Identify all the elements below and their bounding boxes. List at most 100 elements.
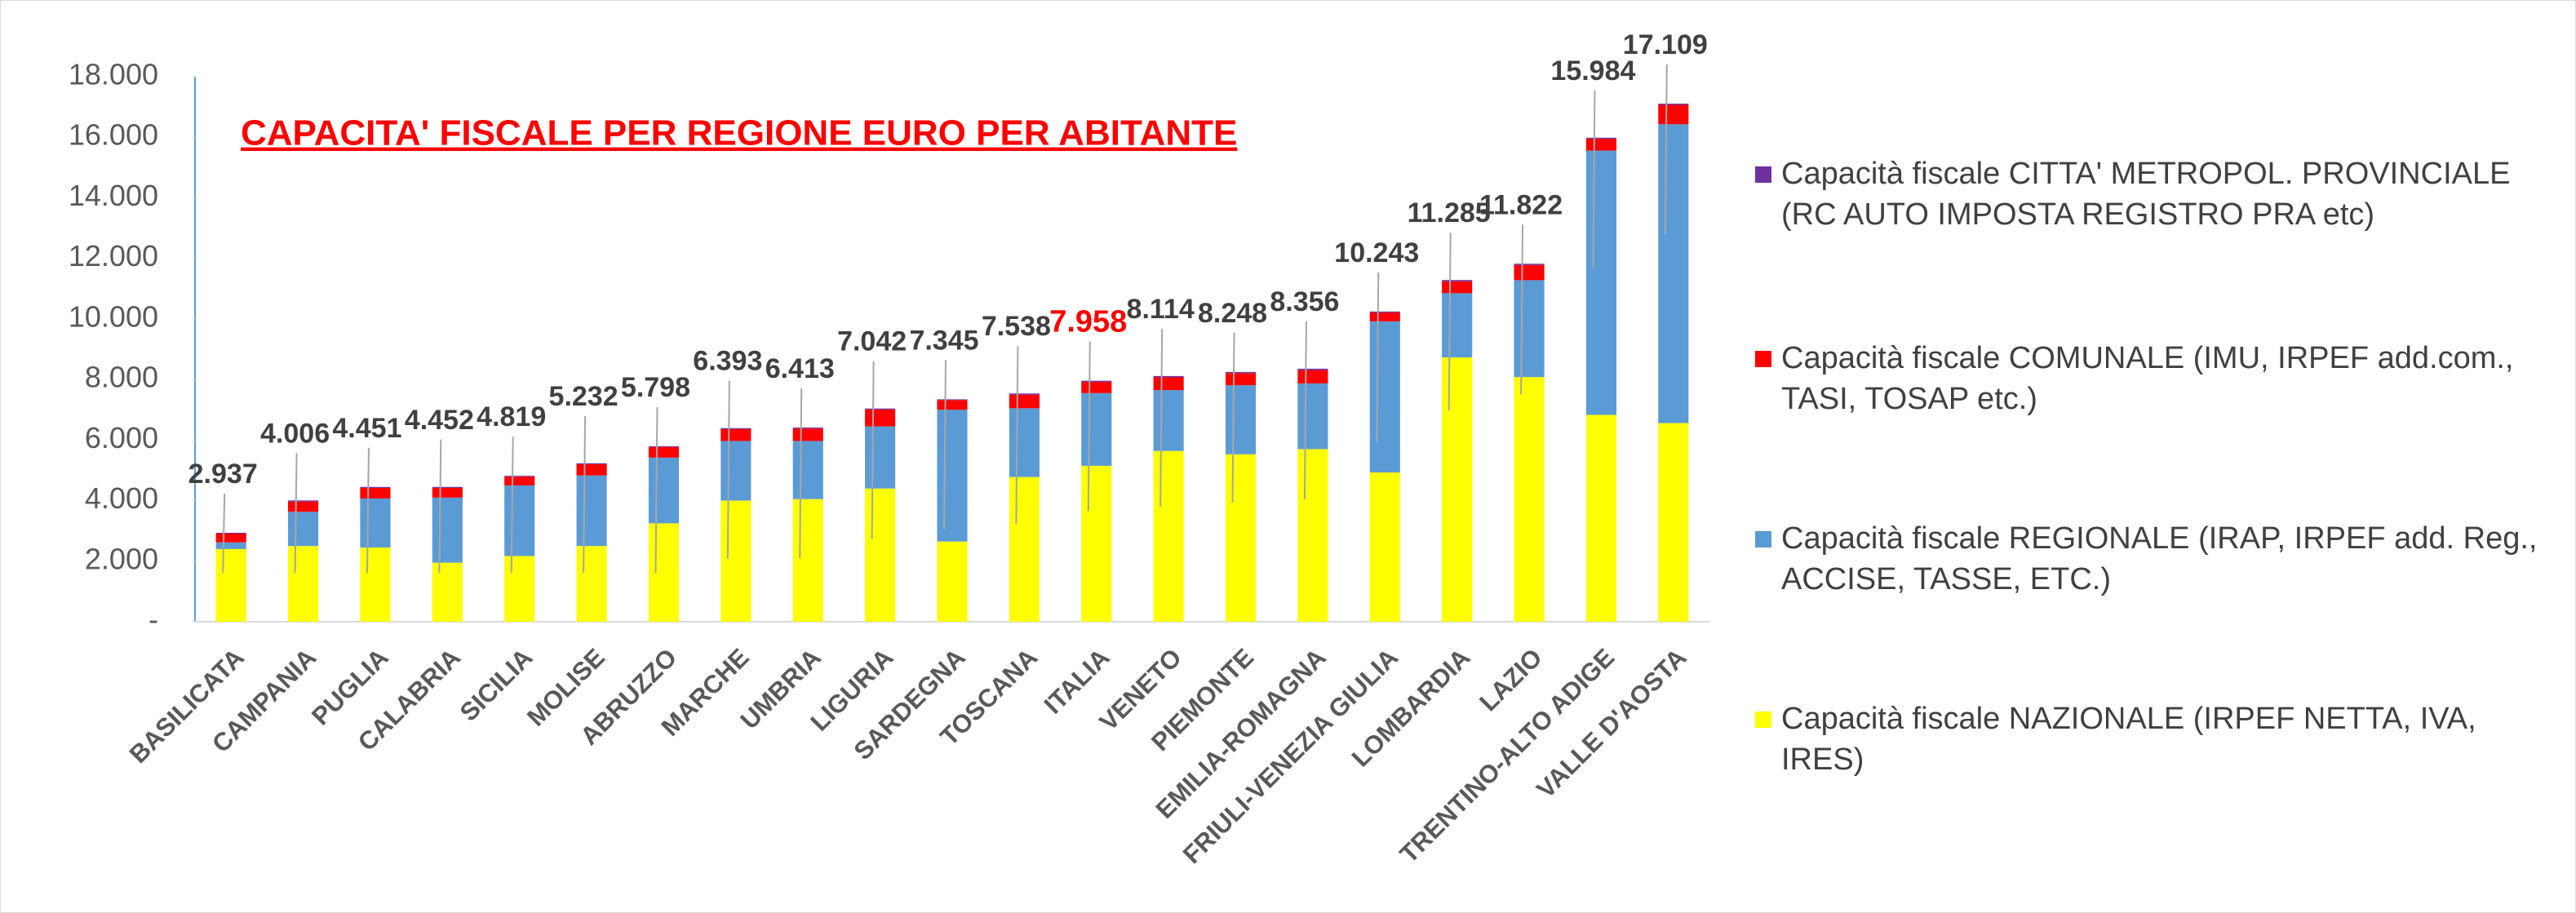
bar-segment bbox=[432, 497, 463, 563]
leader-line bbox=[799, 388, 803, 559]
bar-segment bbox=[360, 487, 391, 499]
leader-line bbox=[294, 453, 298, 574]
total-label: 6.393 bbox=[693, 346, 762, 377]
leader-line bbox=[654, 406, 658, 574]
leader-line bbox=[1664, 64, 1668, 235]
total-label: 4.006 bbox=[260, 418, 330, 449]
leader-line bbox=[1448, 233, 1452, 411]
bar-segment bbox=[1081, 465, 1112, 622]
bar-segment bbox=[720, 428, 752, 429]
bar-segment bbox=[648, 523, 680, 622]
leader-line bbox=[1592, 90, 1596, 268]
legend-label: Capacità fiscale REGIONALE (IRAP, IRPEF … bbox=[1781, 521, 2538, 596]
bar-segment bbox=[288, 512, 319, 547]
bar-segment bbox=[360, 547, 391, 622]
bar-segment bbox=[432, 562, 463, 622]
y-tick-label: 10.000 bbox=[69, 299, 158, 333]
total-label: 7.538 bbox=[982, 311, 1051, 342]
bar-segment bbox=[937, 541, 968, 622]
bar-segment bbox=[288, 501, 319, 512]
bar-segment bbox=[1225, 373, 1257, 386]
leader-line bbox=[943, 360, 947, 530]
bar-segment bbox=[1225, 371, 1257, 374]
bar-segment bbox=[288, 546, 319, 622]
total-label: 7.345 bbox=[909, 325, 978, 356]
bar-segment bbox=[720, 500, 752, 622]
bar-segment bbox=[360, 498, 391, 548]
bar-segment bbox=[792, 428, 823, 441]
y-tick-label: 2.000 bbox=[85, 542, 158, 575]
bar-segment bbox=[1081, 392, 1112, 466]
leader-line bbox=[438, 439, 442, 574]
bar-segment bbox=[576, 546, 607, 622]
leader-line bbox=[1015, 346, 1019, 525]
bar-segment bbox=[720, 428, 752, 441]
bar-segment bbox=[1297, 383, 1328, 450]
bar-segment bbox=[1658, 124, 1689, 423]
bar-segment bbox=[648, 446, 680, 458]
legend-label: Capacità fiscale NAZIONALE (IRPEF NETTA,… bbox=[1781, 702, 2476, 777]
leader-line bbox=[871, 361, 875, 539]
bar-segment bbox=[1081, 382, 1112, 393]
bar-segment bbox=[504, 556, 535, 622]
legend-label: Capacità fiscale CITTA' METROPOL. PROVIN… bbox=[1781, 157, 2511, 232]
bar-segment bbox=[1153, 375, 1184, 378]
bar-segment bbox=[1514, 264, 1545, 265]
leader-line bbox=[1231, 332, 1235, 503]
total-label: 7.958 bbox=[1049, 305, 1127, 339]
bar-segment bbox=[648, 457, 680, 524]
legend-swatch bbox=[1755, 166, 1771, 183]
leader-line bbox=[222, 493, 226, 574]
bar-segment bbox=[1153, 377, 1184, 391]
y-tick-label: 12.000 bbox=[69, 239, 158, 273]
leader-line bbox=[726, 380, 730, 559]
bar-segment bbox=[865, 408, 896, 410]
total-label: 6.413 bbox=[765, 353, 835, 384]
leader-line bbox=[1303, 321, 1307, 499]
bar-segment bbox=[1514, 280, 1545, 378]
bar-segment bbox=[720, 441, 752, 501]
bar-segment bbox=[1658, 423, 1689, 622]
bar-segment bbox=[937, 399, 968, 401]
bar-segment bbox=[288, 500, 319, 502]
legend-swatch bbox=[1755, 711, 1771, 728]
bar-segment bbox=[1297, 449, 1328, 622]
bar-segment bbox=[937, 410, 968, 542]
y-tick-label: - bbox=[149, 603, 158, 636]
y-tick-label: 16.000 bbox=[69, 118, 158, 152]
bar-segment bbox=[1009, 393, 1040, 395]
total-label: 4.452 bbox=[405, 405, 474, 436]
bar-segment bbox=[1585, 137, 1616, 140]
bar-segment bbox=[1081, 380, 1112, 383]
leader-line bbox=[1520, 224, 1524, 395]
bar-segment bbox=[1369, 472, 1400, 622]
bar-segment bbox=[1369, 321, 1400, 473]
y-tick-label: 6.000 bbox=[85, 421, 158, 454]
bar-segment bbox=[792, 499, 823, 622]
bar-segment bbox=[360, 486, 391, 488]
bar-segment bbox=[576, 463, 607, 465]
y-tick-label: 8.000 bbox=[85, 361, 158, 394]
bar-segment bbox=[648, 445, 680, 447]
bar-segment bbox=[432, 486, 463, 488]
total-label: 2.937 bbox=[188, 459, 258, 490]
bar-segment bbox=[576, 464, 607, 476]
bar-segment bbox=[1153, 450, 1184, 622]
bar-segment bbox=[865, 409, 896, 427]
total-label: 15.984 bbox=[1550, 55, 1635, 86]
bar-segment bbox=[1658, 104, 1689, 125]
total-label: 11.822 bbox=[1479, 189, 1563, 220]
leader-line bbox=[1376, 272, 1380, 442]
total-label: 4.819 bbox=[477, 401, 546, 432]
bar-segment bbox=[1442, 357, 1473, 622]
bar-segment bbox=[432, 487, 463, 498]
leader-line bbox=[366, 447, 370, 574]
bar-segment bbox=[1369, 312, 1400, 321]
bar-segment bbox=[1153, 390, 1184, 451]
bar-segment bbox=[1442, 281, 1473, 294]
bar-segment bbox=[1225, 454, 1257, 622]
bar-segment bbox=[1009, 476, 1040, 622]
y-tick-label: 14.000 bbox=[69, 179, 158, 212]
